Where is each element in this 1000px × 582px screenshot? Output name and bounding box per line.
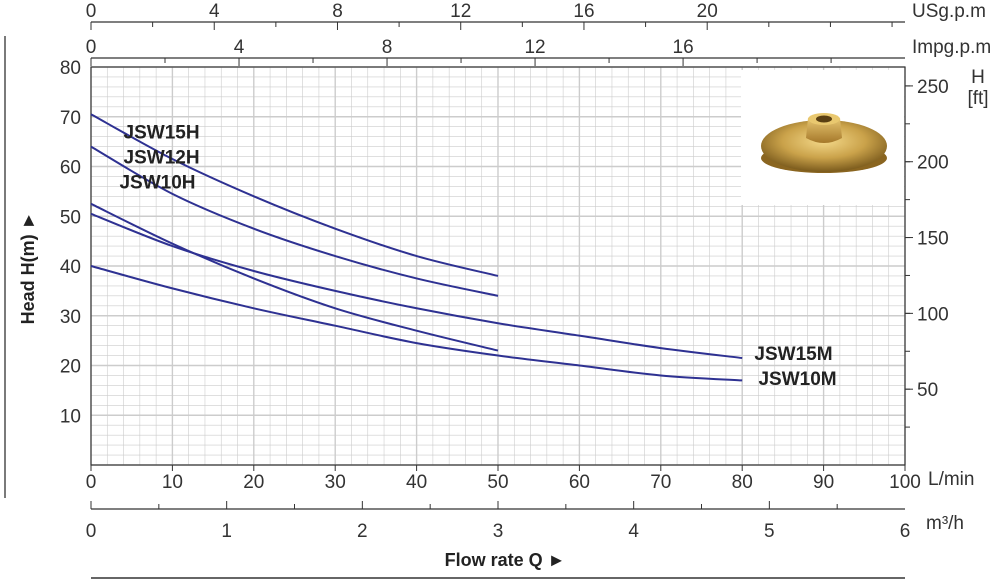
series-label-jsw10h: JSW10H [119,172,195,193]
series-label-jsw12h: JSW12H [124,148,200,169]
brass-impeller-icon [761,113,887,173]
m3h-axis-tick-label: 5 [764,521,775,542]
m3h-unit-label: m³/h [926,513,964,534]
y-tick-label: 80 [60,58,81,79]
y-tick-label: 70 [60,108,81,129]
usgpm-axis-tick-label: 20 [697,1,718,22]
curves: JSW15H JSW12H JSW10H JSW15M JSW10M [90,113,837,390]
curve-jsw15m [90,212,743,360]
y-tick-label: 20 [60,357,81,378]
x-tick-label: 50 [487,472,508,493]
impgpm-axis-tick-label: 12 [524,37,545,58]
x-tick-label: 40 [406,472,427,493]
lmin-unit-label: L/min [928,469,974,490]
ft-tick-label: 200 [917,153,949,174]
y-tick-label: 50 [60,207,81,228]
series-label-jsw10m: JSW10M [758,369,836,390]
impgpm-axis-tick-label: 4 [234,37,245,58]
curve-jsw10m [90,265,743,382]
m3h-axis-tick-label: 6 [900,521,911,542]
x-tick-label: 0 [86,472,97,493]
x-tick-label: 100 [889,472,921,493]
ft-tick-label: 100 [917,304,949,325]
x-tick-label: 90 [813,472,834,493]
usgpm-unit-label: USg.p.m [912,1,986,22]
x-axis-title: Flow rate Q ► [445,550,566,570]
impgpm-unit-label: Impg.p.m [912,37,991,58]
grid [90,66,906,466]
y-tick-label: 30 [60,307,81,328]
impgpm-axis-tick-label: 16 [673,37,694,58]
x-tick-label: 80 [732,472,753,493]
impgpm-axis-tick-label: 8 [382,37,393,58]
m3h-axis-tick-label: 2 [357,521,368,542]
m3h-axis-tick-label: 0 [86,521,97,542]
series-label-jsw15h: JSW15H [124,123,200,144]
x-tick-label: 10 [162,472,183,493]
y-tick-label: 10 [60,406,81,427]
y-axis-title: Head H(m) ► [18,212,38,325]
x-tick-label: 70 [650,472,671,493]
curve-jsw15h [90,113,499,277]
usgpm-axis-tick-label: 8 [332,1,343,22]
x-tick-label: 20 [243,472,264,493]
m3h-axis-tick-label: 1 [221,521,232,542]
y-tick-label: 40 [60,257,81,278]
usgpm-axis-tick-label: 12 [450,1,471,22]
series-label-jsw15m: JSW15M [754,344,832,365]
ft-tick-label: 50 [917,380,938,401]
curve-jsw10h [90,202,499,352]
usgpm-axis-tick-label: 4 [209,1,220,22]
impeller-image [741,70,904,205]
x-tick-label: 60 [569,472,590,493]
ft-tick-label: 250 [917,77,949,98]
ft-unit-label-ft: [ft] [967,88,988,109]
usgpm-axis-tick-label: 0 [86,1,97,22]
usgpm-axis-tick-label: 16 [573,1,594,22]
y-tick-label: 60 [60,158,81,179]
curve-jsw12h [90,145,499,297]
m3h-axis-tick-label: 3 [493,521,504,542]
impgpm-axis-tick-label: 0 [86,37,97,58]
ft-tick-label: 150 [917,229,949,250]
m3h-axis-tick-label: 4 [628,521,639,542]
ft-unit-label-h: H [971,67,985,88]
x-tick-label: 30 [325,472,346,493]
